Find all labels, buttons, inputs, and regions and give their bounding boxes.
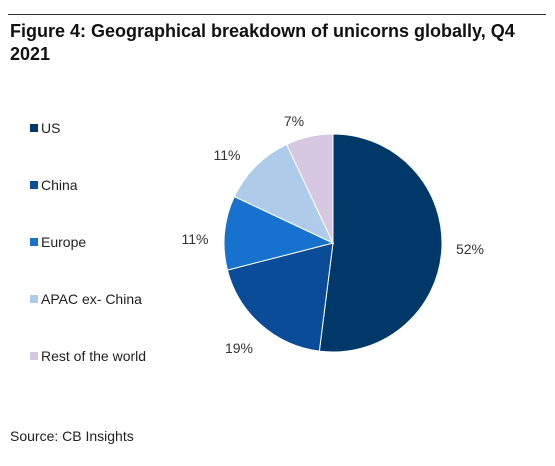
pie-label-apac-ex-china: 11% [214, 147, 241, 163]
chart-legend: US China Europe APAC ex- China Rest of t… [30, 120, 210, 370]
legend-item-us: US [30, 120, 60, 136]
legend-item-apac-ex-china: APAC ex- China [30, 291, 142, 307]
legend-swatch-europe [30, 238, 38, 246]
legend-swatch-china [30, 181, 38, 189]
legend-item-china: China [30, 177, 78, 193]
pie-slice-rest-of-world [285, 133, 334, 244]
pie-label-rest-of-world: 7% [284, 113, 304, 129]
legend-swatch-apac-ex-china [30, 295, 38, 303]
legend-swatch-us [30, 124, 38, 132]
legend-swatch-rest-of-world [30, 352, 38, 360]
legend-label-us: US [41, 120, 61, 136]
legend-label-apac-ex-china: APAC ex- China [41, 291, 142, 307]
pie-slice-apac-ex-china [233, 143, 335, 245]
legend-item-rest-of-world: Rest of the world [30, 348, 146, 364]
pie-label-europe: 11% [182, 231, 209, 247]
legend-label-europe: Europe [41, 234, 87, 250]
pie-slice-china [226, 242, 334, 352]
source-note: Source: CB Insights [10, 428, 134, 444]
pie-slice-us [318, 133, 443, 353]
chart-title: Figure 4: Geographical breakdown of unic… [10, 21, 515, 64]
title-rule [8, 14, 546, 15]
pie-label-china: 19% [225, 340, 253, 356]
pie-slice-europe [223, 195, 335, 271]
pie-label-us: 52% [456, 241, 484, 257]
legend-label-china: China [41, 177, 78, 193]
legend-item-europe: Europe [30, 234, 86, 250]
legend-label-rest-of-world: Rest of the world [41, 348, 147, 364]
